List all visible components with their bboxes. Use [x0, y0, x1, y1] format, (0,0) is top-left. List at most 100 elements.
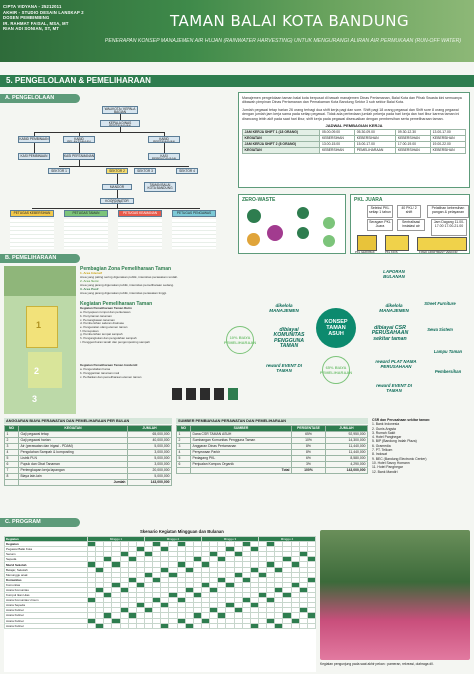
org-box: KASI PEMBINAAN: [18, 153, 50, 160]
gantt-cell: [135, 622, 145, 629]
program-gantt: Kegiatan Minggu 1 Minggu 2 Minggu 3 Ming…: [4, 536, 316, 672]
kegiatan-item: h. Pengangkutan dan pengolahan sampah: [80, 336, 137, 341]
worker-icon: [186, 388, 196, 400]
pkl-panel: PKL JUARA Seleksi PKL setiap 1 tahun 40 …: [350, 194, 470, 254]
org-box: KABID PERTAMANAN: [148, 136, 180, 143]
nonrutin-item: c. Perbaikan dan pemeliharaan elemen tam…: [80, 374, 142, 379]
worker-icon: [214, 388, 224, 400]
student-line: DOSEN PEMBIMBING: [3, 15, 50, 21]
zero-waste-title: ZERO-WASTE: [242, 197, 276, 203]
list-item: 4. Hotel Panghegar: [372, 435, 402, 440]
zona-item: 2. Area Semi: [80, 278, 99, 283]
kegiatan-item: f. Pemupukan: [80, 328, 99, 333]
list-item: 10. Hotel Savoy Homann: [372, 460, 410, 465]
kegiatan-title: Kegiatan Pemeliharaan Taman: [80, 301, 153, 308]
page-subtitle: PENERAPAN KONSEP MANAJEMEN AIR HUJAN (RA…: [104, 38, 462, 44]
table-row: Acara Kuliner: [4, 622, 316, 629]
kegiatan-item: g. Pembersihan tempat sampah: [80, 332, 123, 337]
gantt-cell: [249, 622, 259, 629]
org-box: SEKTOR 2: [106, 168, 128, 174]
student-line: RIAN ADI SONIAN, ST, MT: [3, 26, 60, 32]
kegiatan-item: i. Penggemburan tanah dan pengomposting …: [80, 339, 150, 344]
weekend-photo: [320, 530, 470, 660]
pkl-caption: FIXED APARTMENT VENDOR: [419, 250, 458, 254]
gantt-cell: [103, 622, 113, 629]
kegiatan-item: Kegiatan Pemeliharaan Taman Rutin: [80, 306, 132, 311]
concept-item: Pembersihan: [434, 369, 462, 374]
pkl-box: Jam Dagang 11.00-17.00 17.00-21.00: [431, 219, 467, 236]
gantt-cell: [143, 622, 154, 629]
concept-item: reward EVENT DI TAMAN: [376, 383, 412, 393]
list-item: 3. Rumah Sakit: [372, 430, 396, 435]
pkl-caption: PKL KIOS: [385, 250, 398, 254]
org-chart: WALIKOTA / KEPALA BAGIAN KEPALA DINAS PE…: [4, 104, 232, 252]
org-box: KABID PEMBINAAN: [18, 136, 50, 143]
table-total: Jumlah 143,000,000: [4, 479, 172, 486]
org-box: WALIKOTA / KEPALA BAGIAN: [102, 106, 138, 114]
gantt-cell: [274, 622, 284, 629]
worker-icon: [200, 388, 210, 400]
table-row: KEGIATAN KEBERSIHAN PEMELIHARAAN KEBERSIHAN…: [241, 147, 466, 155]
org-box: SEKTOR 1: [48, 168, 70, 174]
gantt-cell: [298, 622, 308, 629]
org-box: TAMAN BALAI KOTA BANDUNG: [144, 182, 176, 192]
subsection-heading: A. PENGELOLAAN: [0, 94, 80, 103]
table-row: Acara Kuliner: [4, 617, 316, 624]
gantt-cell: [176, 622, 186, 629]
list-item: 12. Bank Mandiri: [372, 469, 398, 474]
pkl-box: Seleksi PKL setiap 1 tahun: [367, 205, 393, 218]
gantt-cell: [119, 622, 129, 629]
photo-caption: Kegiatan pengunjung pada saat akhir peka…: [320, 662, 434, 666]
concept-item: reward EVENT DI TAMAN: [266, 363, 302, 373]
zona-item: 3. Area Pasif: [80, 286, 99, 291]
concept-item: dikelola MANAJEMEN: [379, 303, 409, 313]
gantt-cell: [209, 622, 219, 629]
concept-item: dibiayai CSR PERUSAHAAN sekitar taman: [371, 325, 409, 342]
student-line: IR. RAHMAT FAISAL, MSA, MT: [3, 20, 69, 26]
concept-percent: 65% BIAYA PEMELIHARAAN: [320, 356, 352, 384]
student-line: AKHIR - STUDIO DESAIN LANSKAP 2: [3, 9, 84, 15]
task-list: [10, 219, 54, 249]
org-box: MANDOR: [102, 184, 132, 190]
gantt-cell: [160, 622, 170, 629]
vendor-illustration: [417, 237, 467, 251]
gantt-cell: [306, 622, 316, 629]
anggaran-block: ANGGARAN BIAYA PERAWATAN DAN PEMELIHARAA…: [4, 418, 172, 514]
anggaran-title: ANGGARAN BIAYA PERAWATAN DAN PEMELIHARAA…: [4, 418, 172, 424]
org-box: SEKTOR 4: [176, 168, 198, 174]
pkl-box: Sentralisasi instalasi air: [397, 219, 425, 231]
concept-item: dibiayai KOMUNITAS PENGGUNA TAMAN: [273, 327, 305, 350]
zona-item: Area yang jarang digunakan publik, inten…: [80, 282, 174, 287]
gantt-label: Acara Kuliner: [4, 622, 88, 629]
cycle-node: [297, 207, 309, 219]
org-box: KOORDINATOR TAMAN: [100, 198, 134, 204]
list-item: 8. Indosat: [372, 452, 387, 457]
cycle-node: [297, 227, 309, 239]
gantt-cell: [290, 622, 300, 629]
zero-waste-panel: ZERO-WASTE: [238, 194, 346, 254]
task-list: [64, 219, 108, 249]
subsection-heading: C. PROGRAM: [0, 518, 80, 527]
pkl-box: 40 PKL/ 2 shift: [397, 205, 421, 218]
section-heading: 5. PENGELOLAAN & PEMELIHARAAN: [0, 75, 474, 87]
management-panel: Manajemen pengelolaan taman balai kota b…: [238, 92, 470, 188]
gantt-cell: [192, 622, 202, 629]
gantt-cell: [266, 622, 276, 629]
task-list: [172, 219, 216, 249]
jadwal-table: JAM KERJA SHIFT 1 (18 ORANG) 05.00-09.00 0…: [241, 129, 466, 155]
org-box: KABID PELAKSANAAN: [63, 136, 95, 143]
org-box: KASI PERENCANAAN: [148, 153, 180, 160]
sumber-title: SUMBER PEMBIAYAAN PERAWATAN DAN PEMELIHA…: [176, 418, 368, 424]
anggaran-table: NO KEGIATAN JUMLAH 1 Gaji pegawai tetap 65,0…: [4, 425, 172, 486]
bin-icon: [228, 388, 238, 400]
org-box: PETUGAS KEBERSIHAN: [10, 210, 54, 217]
tools-icons: [172, 388, 262, 402]
gantt-cell: [217, 622, 227, 629]
gantt-cell: [95, 622, 105, 629]
list-item: 5. BIP (Bandung Indah Plaza): [372, 439, 417, 444]
list-item: 7. PT. Telkom: [372, 448, 393, 453]
gantt-cell: [257, 622, 268, 629]
list-item: 9. BEC (Bandung Electronic Center): [372, 456, 427, 461]
kegiatan-item: a. Penyapuan rumput dan perkerasan: [80, 310, 131, 315]
kegiatan-item: e. Pengecatan ulang elemen taman: [80, 324, 128, 329]
